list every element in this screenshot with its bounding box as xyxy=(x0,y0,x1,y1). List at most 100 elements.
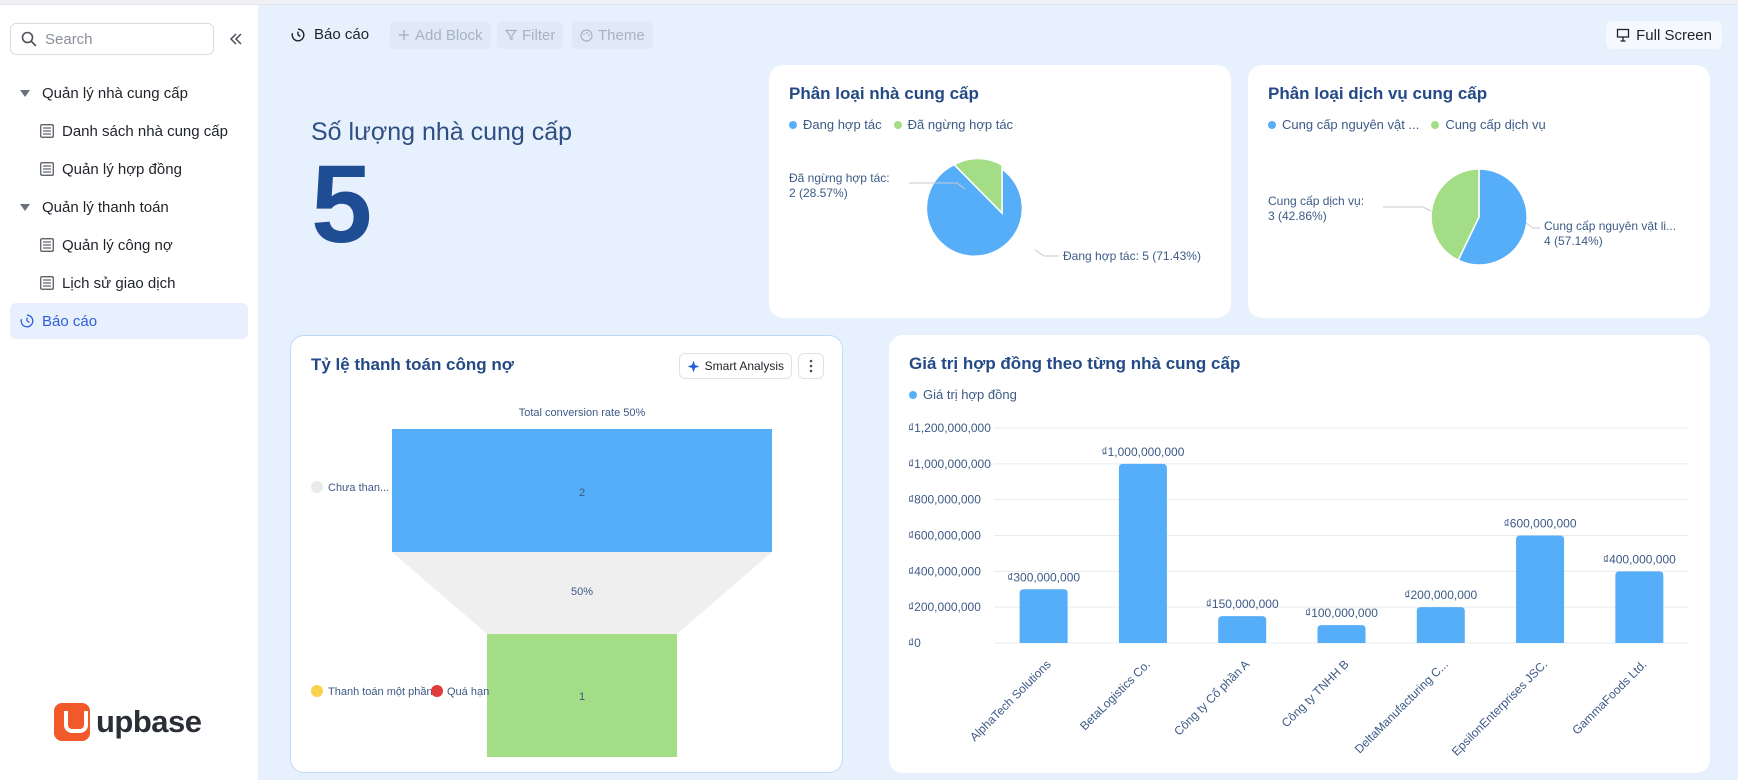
table-icon xyxy=(40,124,54,138)
pie-label: 3 (42.86%) xyxy=(1268,209,1327,223)
x-category-label: Công ty Cổ phần A xyxy=(1171,657,1252,738)
kpi-value: 5 xyxy=(311,143,373,266)
x-category-label: Công ty TNHH B xyxy=(1279,657,1352,730)
sidebar-item-transaction-history[interactable]: Lịch sử giao dịch xyxy=(10,265,248,301)
bar[interactable] xyxy=(1019,589,1068,643)
bar-value-label: ₫600,000,000 xyxy=(1504,517,1577,531)
bar[interactable] xyxy=(1218,616,1267,643)
more-options-button[interactable] xyxy=(798,353,824,379)
legend-item[interactable]: Đang hợp tác xyxy=(789,117,882,132)
page-title-text: Báo cáo xyxy=(314,26,370,43)
card-title: Phân loại dịch vụ cung cấp xyxy=(1268,84,1488,103)
supplier-classification-card: Phân loại nhà cung cấp Đang hợp tác Đã n… xyxy=(769,65,1231,318)
y-tick-label: ₫800,000,000 xyxy=(908,493,981,507)
funnel-stage-1[interactable] xyxy=(392,429,772,552)
add-block-button[interactable]: Add Block xyxy=(390,21,491,49)
x-category-label: BetaLogistics Co. xyxy=(1077,657,1153,733)
pie-label: Đang hợp tác: 5 (71.43%) xyxy=(1063,249,1201,263)
table-icon xyxy=(40,276,54,290)
legend-label: Cung cấp nguyên vật ... xyxy=(1282,117,1420,132)
card-title: Giá trị hợp đồng theo từng nhà cung cấp xyxy=(909,354,1241,373)
pie-slice-services[interactable] xyxy=(1430,168,1480,262)
page-title: Báo cáo xyxy=(291,26,369,43)
bar[interactable] xyxy=(1615,571,1664,643)
filter-label: Filter xyxy=(522,26,556,44)
search-box[interactable] xyxy=(10,23,214,55)
sidebar-item-label: Quản lý thanh toán xyxy=(42,198,169,216)
smart-analysis-button[interactable]: Smart Analysis xyxy=(678,353,792,379)
legend-dot xyxy=(893,120,902,129)
table-icon xyxy=(40,238,54,252)
sidebar-item-debt-management[interactable]: Quản lý công nợ xyxy=(10,227,248,263)
sidebar-item-label: Lịch sử giao dịch xyxy=(62,274,176,292)
collapse-sidebar-icon[interactable] xyxy=(226,29,246,49)
dashboard: Báo cáo Add Block Filter Theme Full Scre… xyxy=(259,5,1738,780)
legend-item[interactable]: Đã ngừng hợp tác xyxy=(893,117,1014,132)
funnel-stage-2-label: Thanh toán một phần xyxy=(328,686,433,698)
pie-label: Đã ngừng hợp tác: xyxy=(789,171,890,185)
sidebar-nav: Quản lý nhà cung cấp Danh sách nhà cung … xyxy=(10,75,248,341)
smart-analysis-label: Smart Analysis xyxy=(704,359,784,373)
legend-dot xyxy=(1268,120,1276,129)
y-tick-label: ₫1,000,000,000 xyxy=(908,457,991,471)
pie-label: Cung cấp nguyên vật li... xyxy=(1544,219,1676,233)
theme-button[interactable]: Theme xyxy=(572,21,653,49)
card-title: Tỷ lệ thanh toán công nợ xyxy=(311,355,514,374)
bar-value-label: ₫300,000,000 xyxy=(1007,570,1080,584)
sidebar-group-payment-management[interactable]: Quản lý thanh toán xyxy=(10,189,248,225)
label-leader-line xyxy=(1383,206,1432,212)
theme-label: Theme xyxy=(598,26,645,44)
chart-legend: Đang hợp tác Đã ngừng hợp tác xyxy=(789,117,1025,132)
caret-down-icon xyxy=(20,89,30,97)
search-input[interactable] xyxy=(45,30,195,48)
legend-label: Giá trị hợp đồng xyxy=(923,387,1017,402)
pie-label: 4 (57.14%) xyxy=(1544,234,1603,248)
legend-label: Đã ngừng hợp tác xyxy=(907,117,1014,132)
bar-chart: ₫0 ₫200,000,000 ₫400,000,000 ₫600,000,000 ₫8… xyxy=(908,421,1689,759)
y-tick-label: ₫0 xyxy=(908,636,921,650)
kpi-title: Số lượng nhà cung cấp xyxy=(311,118,573,146)
sidebar-item-label: Danh sách nhà cung cấp xyxy=(62,122,228,140)
funnel-total-label: Total conversion rate 50% xyxy=(519,407,646,419)
sidebar-item-label: Báo cáo xyxy=(42,312,98,330)
logo-text: upbase xyxy=(96,704,202,739)
filter-button[interactable]: Filter xyxy=(497,21,564,49)
bar-value-label: ₫400,000,000 xyxy=(1603,552,1676,566)
upbase-logo: upbase xyxy=(54,703,202,741)
pie-label: 2 (28.57%) xyxy=(789,186,848,200)
pie-slice-materials[interactable] xyxy=(1457,168,1528,266)
sidebar-item-contract-management[interactable]: Quản lý hợp đồng xyxy=(10,151,248,187)
pie-label: Cung cấp dịch vụ: xyxy=(1268,194,1364,208)
toolbar: Báo cáo Add Block Filter Theme Full Scre… xyxy=(259,5,1738,65)
chart-legend: Giá trị hợp đồng xyxy=(909,387,1029,402)
sidebar-item-reports[interactable]: Báo cáo xyxy=(10,303,248,339)
bar[interactable] xyxy=(1516,535,1565,644)
bar[interactable] xyxy=(1317,625,1366,643)
bar[interactable] xyxy=(1416,607,1465,643)
contract-value-card: Giá trị hợp đồng theo từng nhà cung cấp … xyxy=(889,335,1710,773)
legend-item[interactable]: Cung cấp nguyên vật ... xyxy=(1268,117,1419,132)
bar-value-label: ₫100,000,000 xyxy=(1305,606,1378,620)
add-block-label: Add Block xyxy=(415,26,483,44)
sidebar-item-supplier-list[interactable]: Danh sách nhà cung cấp xyxy=(10,113,248,149)
upbase-logo-mark xyxy=(54,703,90,741)
funnel-stage-2[interactable] xyxy=(487,634,677,757)
bar-value-label: ₫1,000,000,000 xyxy=(1101,445,1184,459)
sidebar-item-label: Quản lý công nợ xyxy=(62,236,173,254)
plus-icon xyxy=(399,30,409,40)
bar-value-label: ₫150,000,000 xyxy=(1206,597,1279,611)
sidebar-group-supplier-management[interactable]: Quản lý nhà cung cấp xyxy=(10,75,248,111)
debt-payment-rate-card: Tỷ lệ thanh toán công nợ Smart Analysis … xyxy=(290,335,843,773)
x-category-label: DeltaManufacturing C... xyxy=(1352,657,1451,756)
funnel-connector xyxy=(392,552,772,634)
caret-down-icon xyxy=(20,203,30,211)
legend-item[interactable]: Cung cấp dịch vụ xyxy=(1431,117,1546,132)
full-screen-button[interactable]: Full Screen xyxy=(1606,21,1722,49)
pie-slice-inactive[interactable] xyxy=(952,157,1003,215)
legend-dot xyxy=(789,120,797,129)
legend-label: Đang hợp tác xyxy=(803,117,882,132)
legend-item[interactable]: Giá trị hợp đồng xyxy=(909,387,1017,402)
sidebar: Quản lý nhà cung cấp Danh sách nhà cung … xyxy=(0,5,259,780)
bar[interactable] xyxy=(1118,463,1167,643)
y-tick-label: ₫200,000,000 xyxy=(908,600,981,614)
